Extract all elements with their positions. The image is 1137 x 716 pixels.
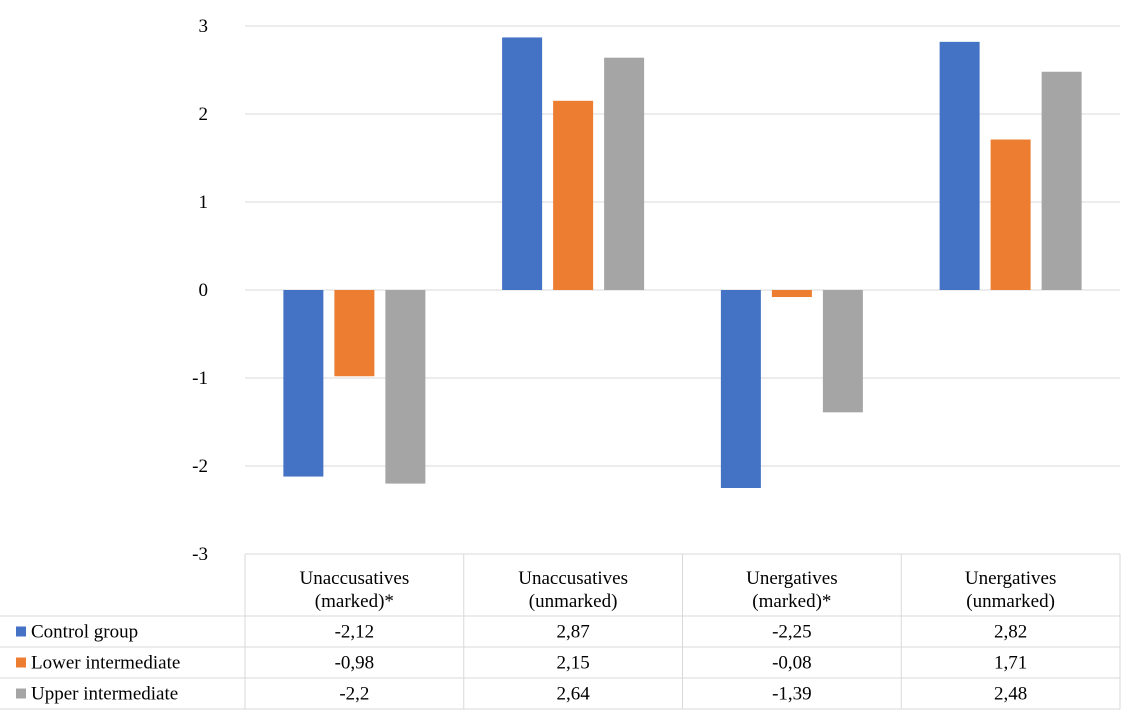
bar-upper-intermediate (385, 290, 426, 484)
category-label: Unaccusatives (300, 568, 410, 589)
data-label: 2,87 (557, 622, 590, 643)
y-tick-label: 3 (199, 16, 209, 37)
y-axis-tick-labels: 3 2 1 0 -1 -2 -3 (192, 16, 208, 565)
category-label: Unergatives (965, 568, 1056, 589)
bar-control-group (720, 290, 761, 488)
series-name: Control group (31, 622, 138, 643)
data-label: -2,25 (772, 622, 812, 643)
data-label: 2,64 (557, 684, 591, 705)
y-tick-label: -2 (192, 456, 208, 477)
data-label: -1,39 (772, 684, 812, 705)
legend-key (16, 657, 26, 668)
bar-lower-intermediate (990, 139, 1031, 290)
category-labels: Unaccusatives(marked)*Unaccusatives(unma… (300, 568, 1057, 612)
data-table: Control group -2,12 2,87 -2,25 2,82 Lower int… (0, 554, 1121, 710)
legend-key (16, 626, 26, 637)
legend-key (16, 688, 26, 699)
data-label: 2,48 (994, 684, 1027, 705)
bar-upper-intermediate (1041, 71, 1082, 290)
data-label: -0,98 (335, 653, 375, 674)
y-tick-label: 2 (199, 104, 209, 125)
data-label: -2,12 (335, 622, 375, 643)
y-tick-label: -3 (192, 544, 208, 565)
bar-upper-intermediate (604, 57, 645, 291)
data-label: 2,15 (557, 653, 590, 674)
bar-control-group (283, 290, 324, 477)
bar-lower-intermediate (553, 100, 594, 290)
category-label: (unmarked) (529, 591, 618, 612)
y-tick-label: 1 (199, 192, 209, 213)
y-tick-label: -1 (192, 368, 208, 389)
bar-control-group (502, 37, 543, 290)
data-label: -2,2 (339, 684, 369, 705)
bar-upper-intermediate (822, 290, 863, 413)
category-label: Unaccusatives (518, 568, 628, 589)
category-label: (unmarked) (966, 591, 1055, 612)
category-label: (marked)* (752, 591, 831, 612)
data-label: 2,82 (994, 622, 1027, 643)
y-tick-label: 0 (199, 280, 209, 301)
bar-control-group (939, 41, 980, 291)
series-name: Upper intermediate (31, 684, 178, 705)
bar-lower-intermediate (334, 290, 375, 377)
bar-lower-intermediate (771, 290, 812, 298)
gridlines (245, 25, 1120, 555)
category-label: Unergatives (746, 568, 837, 589)
data-label: 1,71 (994, 653, 1027, 674)
series-name: Lower intermediate (31, 653, 180, 674)
data-label: -0,08 (772, 653, 812, 674)
category-label: (marked)* (315, 591, 394, 612)
bars (283, 37, 1082, 488)
